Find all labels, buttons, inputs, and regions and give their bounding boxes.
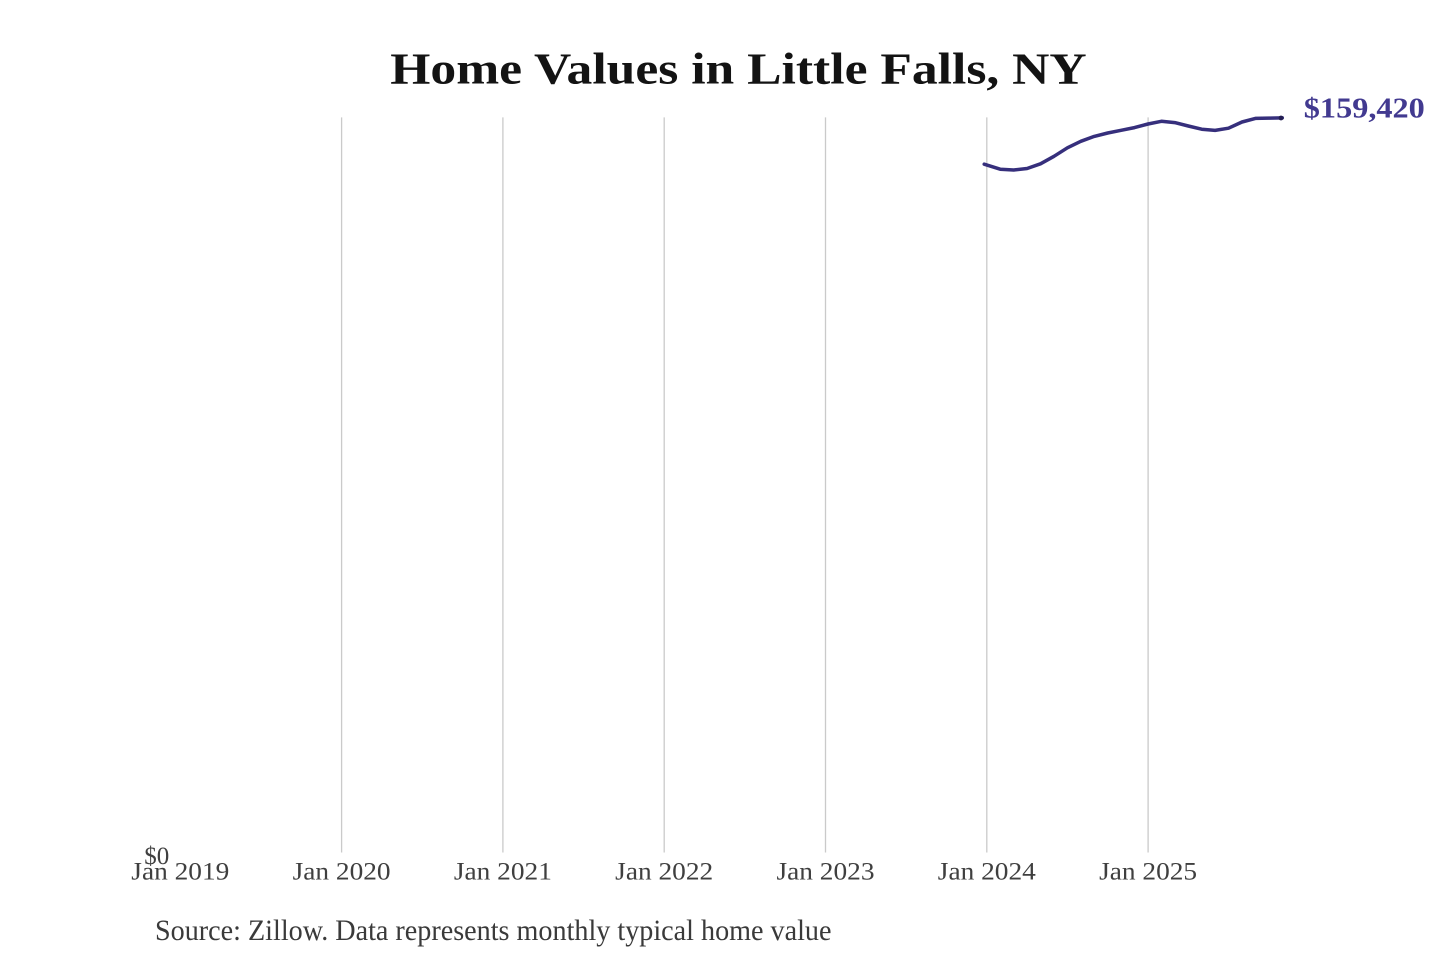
svg-text:Source: Zillow. Data represent: Source: Zillow. Data represents monthly … bbox=[155, 915, 832, 947]
svg-text:$159,420: $159,420 bbox=[1304, 94, 1425, 125]
svg-text:Jan 2022: Jan 2022 bbox=[615, 859, 713, 886]
svg-text:Jan 2021: Jan 2021 bbox=[454, 859, 552, 886]
svg-text:Jan 2024: Jan 2024 bbox=[938, 859, 1037, 886]
svg-text:Jan 2025: Jan 2025 bbox=[1099, 859, 1197, 886]
svg-text:Jan 2023: Jan 2023 bbox=[777, 859, 875, 886]
svg-text:$0: $0 bbox=[144, 843, 169, 870]
svg-text:Home Values in Little Falls, N: Home Values in Little Falls, NY bbox=[390, 43, 1086, 93]
svg-text:Jan 2020: Jan 2020 bbox=[293, 859, 391, 886]
svg-text:Jan 2019: Jan 2019 bbox=[131, 859, 229, 886]
